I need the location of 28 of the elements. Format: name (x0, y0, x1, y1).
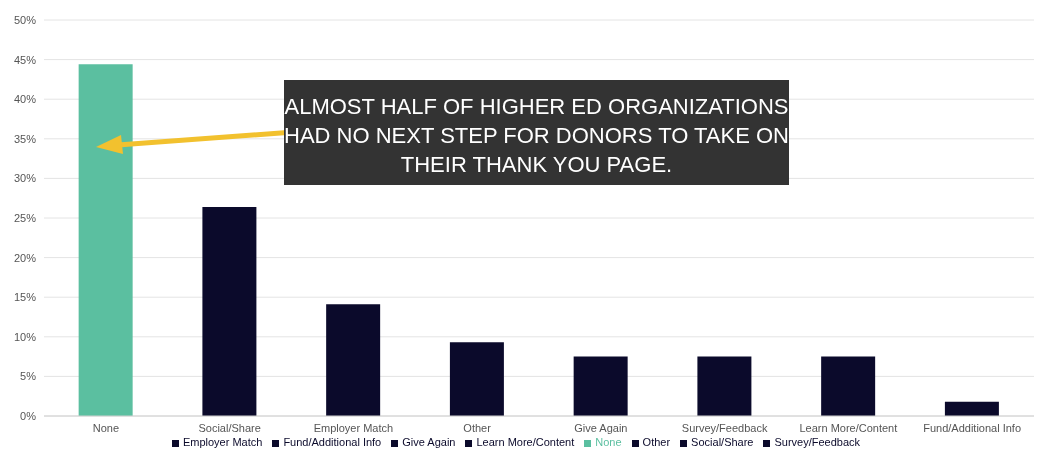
x-tick-label: Social/Share (198, 421, 261, 434)
y-tick-label: 50% (13, 13, 37, 26)
y-tick-label: 20% (13, 251, 37, 264)
legend-label: Employer Match (182, 436, 263, 448)
x-tick-label: None (92, 421, 120, 434)
legend-label: Social/Share (691, 436, 754, 448)
y-tick-label: 30% (13, 172, 37, 185)
x-tick-label: Other (463, 421, 492, 434)
legend-label: Learn More/Content (476, 436, 575, 448)
y-tick-label: 45% (13, 53, 37, 66)
y-tick-label: 10% (13, 330, 37, 343)
legend-label: Fund/Additional Info (283, 436, 382, 448)
y-tick-label: 40% (13, 93, 37, 106)
annotation: ALMOST HALF OF HIGHER ED ORGANIZATIONS HAD NO NEXT STEP FOR DONORS TO TAKE ON THEIR THANK YOU PAGE. (284, 93, 789, 179)
legend-label: Give Again (402, 436, 456, 448)
legend-label: None (595, 436, 622, 448)
x-tick-label: Employer Match (313, 421, 394, 434)
x-tick-label: Learn More/Content (799, 421, 898, 434)
x-tick-label: Survey/Feedback (681, 421, 768, 434)
legend-label: Other (642, 436, 671, 448)
x-tick-label: Fund/Additional Info (923, 421, 1022, 434)
y-tick-label: 25% (13, 211, 37, 224)
y-tick-label: 5% (20, 370, 37, 383)
y-tick-label: 15% (13, 291, 37, 304)
legend-label: Survey/Feedback (774, 436, 861, 448)
y-tick-label: 35% (13, 132, 37, 145)
y-tick-label: 0% (20, 409, 37, 422)
x-tick-label: Give Again (574, 421, 628, 434)
